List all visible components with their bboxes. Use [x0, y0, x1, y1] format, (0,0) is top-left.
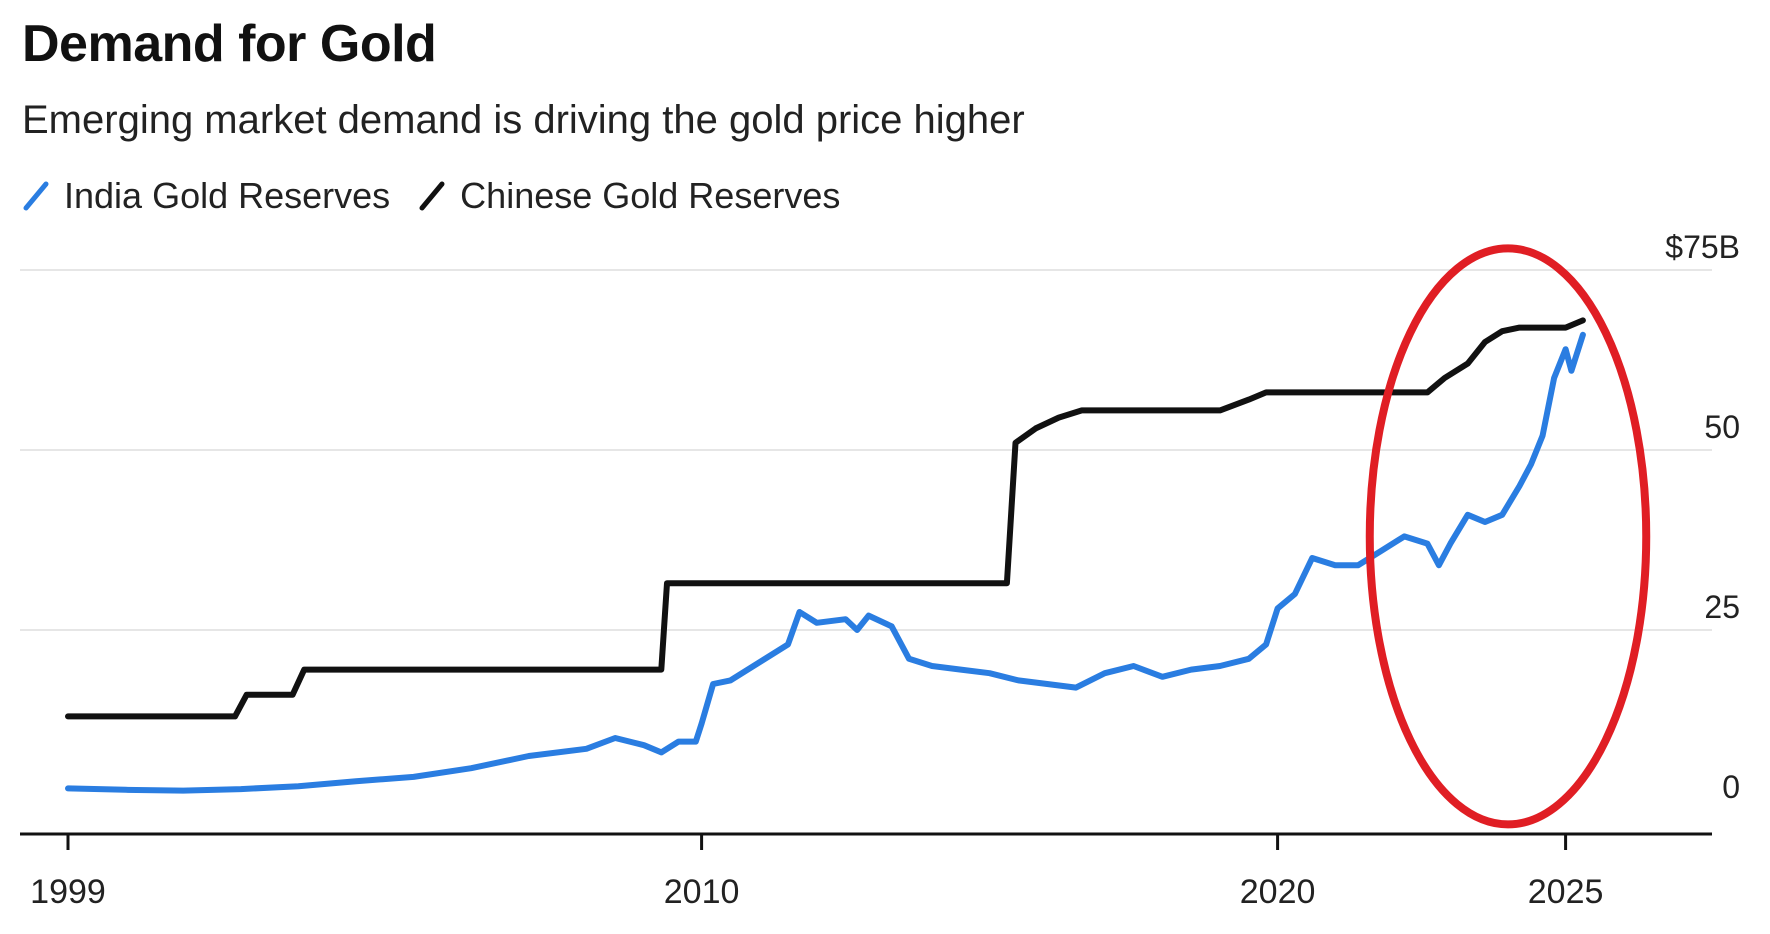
- y-tick-label: $75B: [1665, 229, 1740, 265]
- chart-title: Demand for Gold: [22, 15, 437, 73]
- y-tick-label: 25: [1704, 589, 1740, 625]
- annotation-ellipse: [1365, 244, 1651, 829]
- x-tick-label: 2025: [1528, 873, 1604, 911]
- y-tick-label: 0: [1722, 769, 1740, 805]
- legend-swatch-china: [419, 181, 445, 211]
- legend-swatch-india: [23, 181, 49, 211]
- legend-label-india: India Gold Reserves: [64, 175, 391, 216]
- x-tick-label: 2010: [664, 873, 740, 911]
- legend-label-china: Chinese Gold Reserves: [460, 175, 841, 216]
- legend: India Gold Reserves Chinese Gold Reserve…: [22, 172, 868, 220]
- legend-item-india: India Gold Reserves: [22, 175, 390, 217]
- series-line-china: [65, 317, 1586, 720]
- series-line-india: [65, 331, 1586, 794]
- legend-item-china: Chinese Gold Reserves: [418, 175, 840, 217]
- chart-subtitle: Emerging market demand is driving the go…: [22, 98, 1025, 142]
- y-tick-label: 50: [1704, 409, 1740, 445]
- x-tick-label: 2020: [1240, 873, 1316, 911]
- x-tick-label: 1999: [30, 873, 106, 911]
